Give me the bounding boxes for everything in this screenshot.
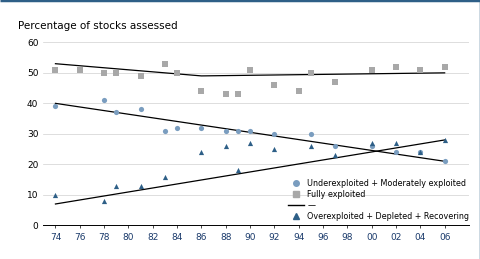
Point <box>391 150 399 154</box>
Point <box>221 92 229 96</box>
Point <box>136 184 144 188</box>
Point <box>100 71 108 75</box>
Point <box>246 129 253 133</box>
Point <box>221 129 229 133</box>
Point <box>197 89 205 93</box>
Point <box>246 141 253 145</box>
Point <box>270 132 277 136</box>
Point <box>221 144 229 148</box>
Point <box>331 153 338 157</box>
Point <box>51 193 59 197</box>
Point <box>100 98 108 102</box>
Point <box>367 68 375 72</box>
Point <box>306 144 314 148</box>
Point <box>136 74 144 78</box>
Point <box>234 92 241 96</box>
Point <box>416 150 423 154</box>
Point <box>246 68 253 72</box>
Point <box>197 150 205 154</box>
Point <box>331 80 338 84</box>
Point <box>306 71 314 75</box>
Point <box>270 147 277 151</box>
Point <box>391 65 399 69</box>
Point <box>234 168 241 172</box>
Point <box>197 126 205 130</box>
Point <box>100 199 108 203</box>
Point <box>306 132 314 136</box>
Point <box>173 126 180 130</box>
Point <box>161 129 168 133</box>
Point <box>51 68 59 72</box>
Point <box>331 144 338 148</box>
Point <box>161 62 168 66</box>
Point <box>440 65 447 69</box>
Point <box>416 150 423 154</box>
Point <box>112 71 120 75</box>
Point <box>112 184 120 188</box>
Point <box>161 175 168 179</box>
Point <box>440 159 447 163</box>
Point <box>173 71 180 75</box>
Point <box>367 141 375 145</box>
Text: Percentage of stocks assessed: Percentage of stocks assessed <box>18 21 177 31</box>
Point <box>112 110 120 114</box>
Point <box>270 83 277 87</box>
Legend: Underexploited + Moderately exploited, Fully exploited, —, Overexploited + Deple: Underexploited + Moderately exploited, F… <box>287 179 468 221</box>
Point <box>391 141 399 145</box>
Point <box>440 138 447 142</box>
Point <box>51 104 59 109</box>
Point <box>76 68 84 72</box>
Point <box>136 107 144 112</box>
Point <box>294 89 302 93</box>
Point <box>367 144 375 148</box>
Point <box>234 129 241 133</box>
Point <box>416 68 423 72</box>
